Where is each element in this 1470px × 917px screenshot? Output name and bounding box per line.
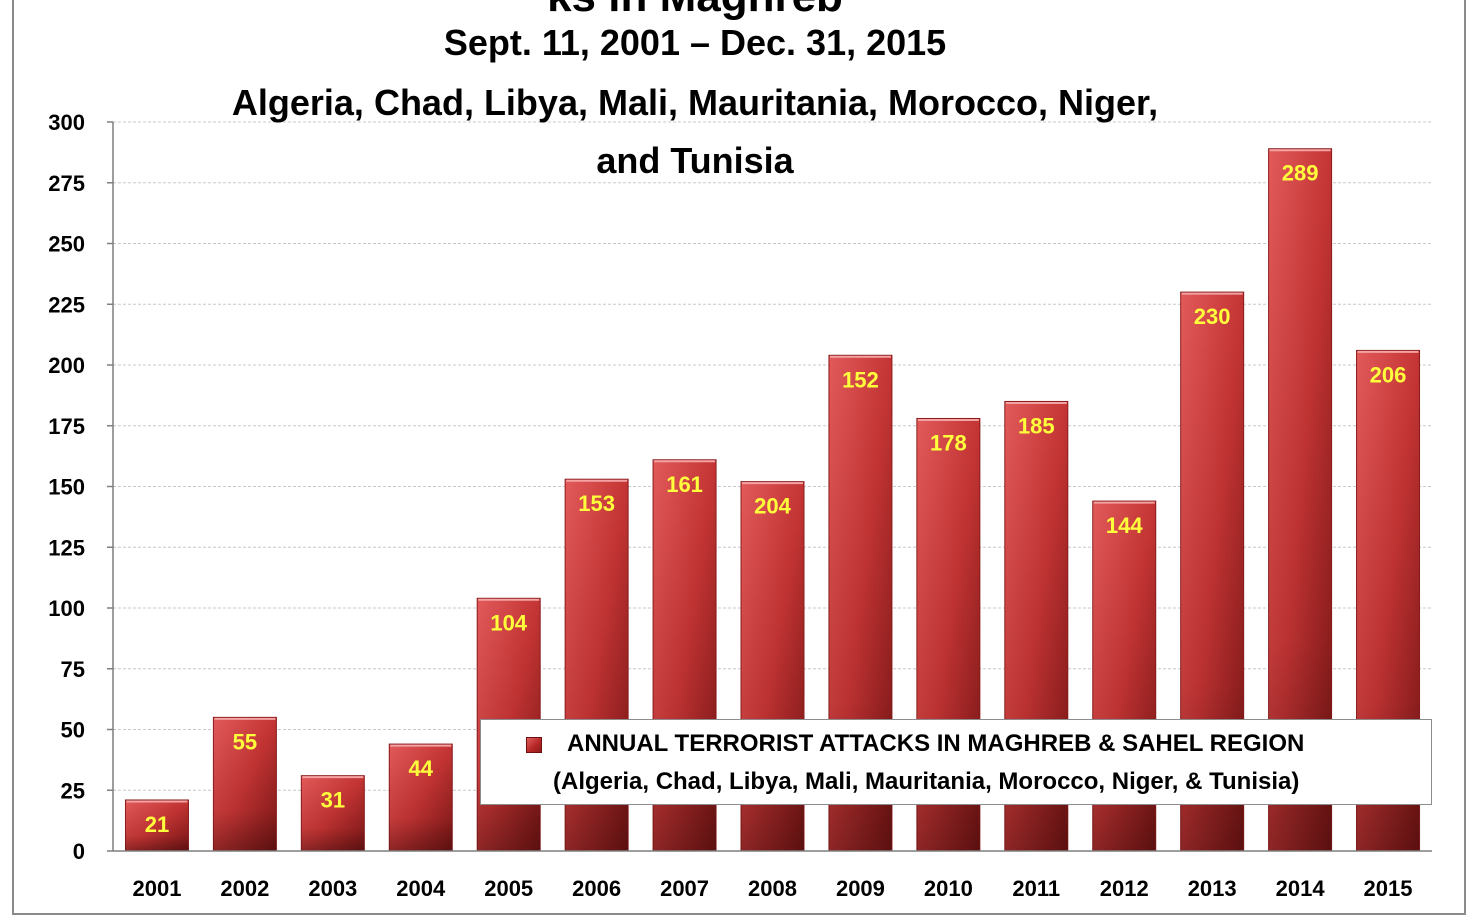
- data-label-2002: 55: [233, 729, 257, 754]
- y-tick-label: 200: [48, 353, 85, 378]
- x-tick-label-2006: 2006: [572, 876, 621, 901]
- data-label-2003: 31: [321, 788, 345, 813]
- y-tick-label: 100: [48, 596, 85, 621]
- x-tick-label-2008: 2008: [748, 876, 797, 901]
- x-tick-label-2015: 2015: [1364, 876, 1413, 901]
- bar-shade-2002: [213, 717, 277, 851]
- x-tick-label-2012: 2012: [1100, 876, 1149, 901]
- data-label-2015: 206: [1370, 362, 1407, 387]
- y-tick-label: 50: [61, 718, 85, 743]
- data-label-2001: 21: [145, 812, 169, 837]
- bar-shade-2004: [389, 744, 453, 851]
- chart-subtitle-countries-end: and Tunisia: [596, 140, 794, 181]
- x-tick-label-2010: 2010: [924, 876, 973, 901]
- data-label-2006: 153: [578, 491, 615, 516]
- x-tick-label-2003: 2003: [308, 876, 357, 901]
- chart-frame: [12, 0, 1466, 915]
- y-tick-label: 225: [48, 292, 85, 317]
- legend-swatch: [526, 737, 542, 753]
- data-label-2009: 152: [842, 367, 879, 392]
- chart-subtitle-countries: Algeria, Chad, Libya, Mali, Mauritania, …: [231, 82, 1159, 123]
- y-tick-label: 175: [48, 414, 85, 439]
- x-tick-label-2007: 2007: [660, 876, 709, 901]
- y-tick-label: 250: [48, 232, 85, 257]
- legend-series-sublabel: (Algeria, Chad, Libya, Mali, Mauritania,…: [553, 768, 1300, 795]
- data-label-2007: 161: [666, 472, 703, 497]
- x-tick-label-2009: 2009: [836, 876, 885, 901]
- data-label-2008: 204: [754, 494, 791, 519]
- data-label-2014: 289: [1282, 161, 1319, 186]
- x-tick-label-2005: 2005: [484, 876, 533, 901]
- x-tick-label-2014: 2014: [1276, 876, 1326, 901]
- x-tick-label-2013: 2013: [1188, 876, 1237, 901]
- data-label-2010: 178: [930, 430, 967, 455]
- chart-title: ks in Maghreb: [0, 0, 1390, 22]
- data-label-2013: 230: [1194, 304, 1231, 329]
- x-tick-label-2004: 2004: [396, 876, 446, 901]
- bar-shade-2003: [301, 775, 365, 851]
- data-label-2012: 144: [1106, 513, 1143, 538]
- y-tick-label: 25: [61, 778, 85, 803]
- data-label-2004: 44: [409, 756, 434, 781]
- bar-shade-2001: [125, 799, 189, 851]
- y-tick-label: 0: [73, 839, 85, 864]
- y-tick-label: 125: [48, 535, 85, 560]
- chart-subtitle-dates: Sept. 11, 2001 – Dec. 31, 2015: [443, 22, 947, 63]
- chart-legend: ANNUAL TERRORIST ATTACKS IN MAGHREB & SA…: [480, 719, 1432, 805]
- legend-series-label: ANNUAL TERRORIST ATTACKS IN MAGHREB & SA…: [567, 730, 1305, 757]
- data-label-2011: 185: [1018, 413, 1055, 438]
- data-label-2005: 104: [490, 610, 527, 635]
- y-tick-label: 300: [48, 110, 85, 135]
- x-tick-label-2001: 2001: [132, 876, 181, 901]
- x-tick-label-2011: 2011: [1012, 876, 1060, 901]
- y-tick-label: 75: [61, 657, 85, 682]
- y-tick-label: 150: [48, 475, 85, 500]
- y-tick-label: 275: [48, 171, 85, 196]
- x-tick-label-2002: 2002: [220, 876, 269, 901]
